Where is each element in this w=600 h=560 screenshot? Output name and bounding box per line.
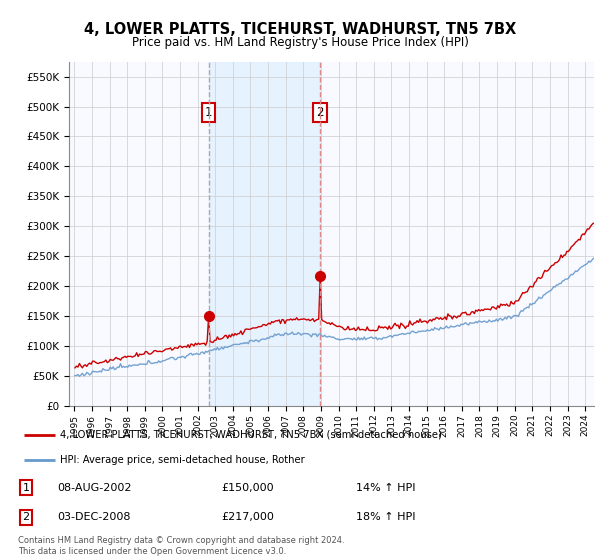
Text: £150,000: £150,000 (221, 483, 274, 493)
Text: HPI: Average price, semi-detached house, Rother: HPI: Average price, semi-detached house,… (60, 455, 305, 465)
Text: 4, LOWER PLATTS, TICEHURST, WADHURST, TN5 7BX (semi-detached house): 4, LOWER PLATTS, TICEHURST, WADHURST, TN… (60, 430, 442, 440)
Text: 08-AUG-2002: 08-AUG-2002 (58, 483, 132, 493)
Text: £217,000: £217,000 (221, 512, 274, 522)
Text: 18% ↑ HPI: 18% ↑ HPI (356, 512, 416, 522)
Text: 2: 2 (23, 512, 29, 522)
Text: 14% ↑ HPI: 14% ↑ HPI (356, 483, 416, 493)
Text: 4, LOWER PLATTS, TICEHURST, WADHURST, TN5 7BX: 4, LOWER PLATTS, TICEHURST, WADHURST, TN… (84, 22, 516, 38)
Text: 2: 2 (316, 106, 324, 119)
Bar (209, 62, 320, 406)
Text: Price paid vs. HM Land Registry's House Price Index (HPI): Price paid vs. HM Land Registry's House … (131, 36, 469, 49)
Text: Contains HM Land Registry data © Crown copyright and database right 2024.
This d: Contains HM Land Registry data © Crown c… (18, 536, 344, 556)
Text: 1: 1 (23, 483, 29, 493)
Text: 03-DEC-2008: 03-DEC-2008 (58, 512, 131, 522)
Text: 1: 1 (205, 106, 212, 119)
